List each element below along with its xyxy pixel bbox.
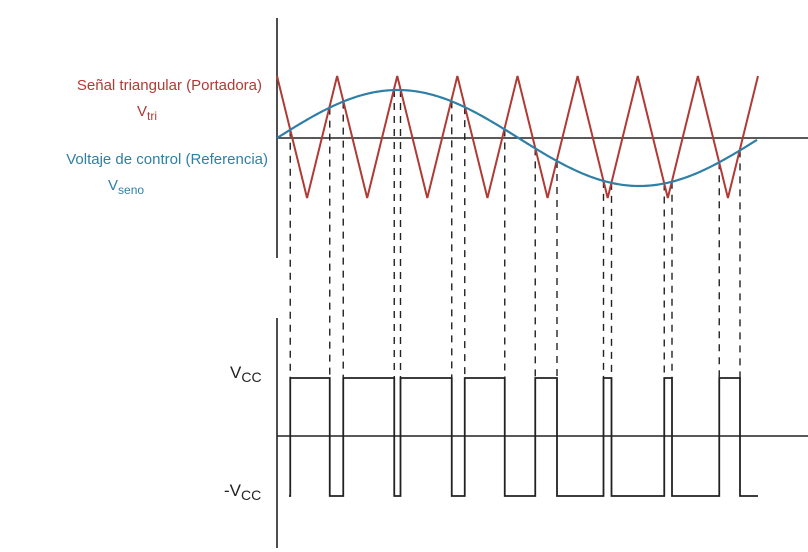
vcc-sub: CC: [241, 369, 261, 385]
carrier-symbol-sub: tri: [147, 109, 157, 123]
neg-vcc-sub: CC: [241, 487, 261, 503]
reference-symbol-base: V: [108, 177, 118, 194]
carrier-title: Señal triangular (Portadora): [77, 77, 262, 94]
neg-vcc-base: -V: [224, 481, 242, 500]
reference-title: Voltaje de control (Referencia): [66, 151, 268, 168]
carrier-wave: [276, 75, 759, 199]
carrier-symbol-base: V: [137, 103, 147, 120]
reference-symbol-sub: seno: [118, 183, 144, 197]
carrier-symbol: Vtri: [137, 103, 157, 123]
vcc-label: VCC: [230, 363, 262, 385]
reference-symbol: Vseno: [108, 177, 144, 197]
vcc-base: V: [230, 363, 242, 382]
projection-dashes: [289, 90, 741, 378]
neg-vcc-label: -VCC: [224, 481, 261, 503]
pwm-output-wave: [289, 377, 758, 497]
reference-wave: [276, 88, 758, 188]
